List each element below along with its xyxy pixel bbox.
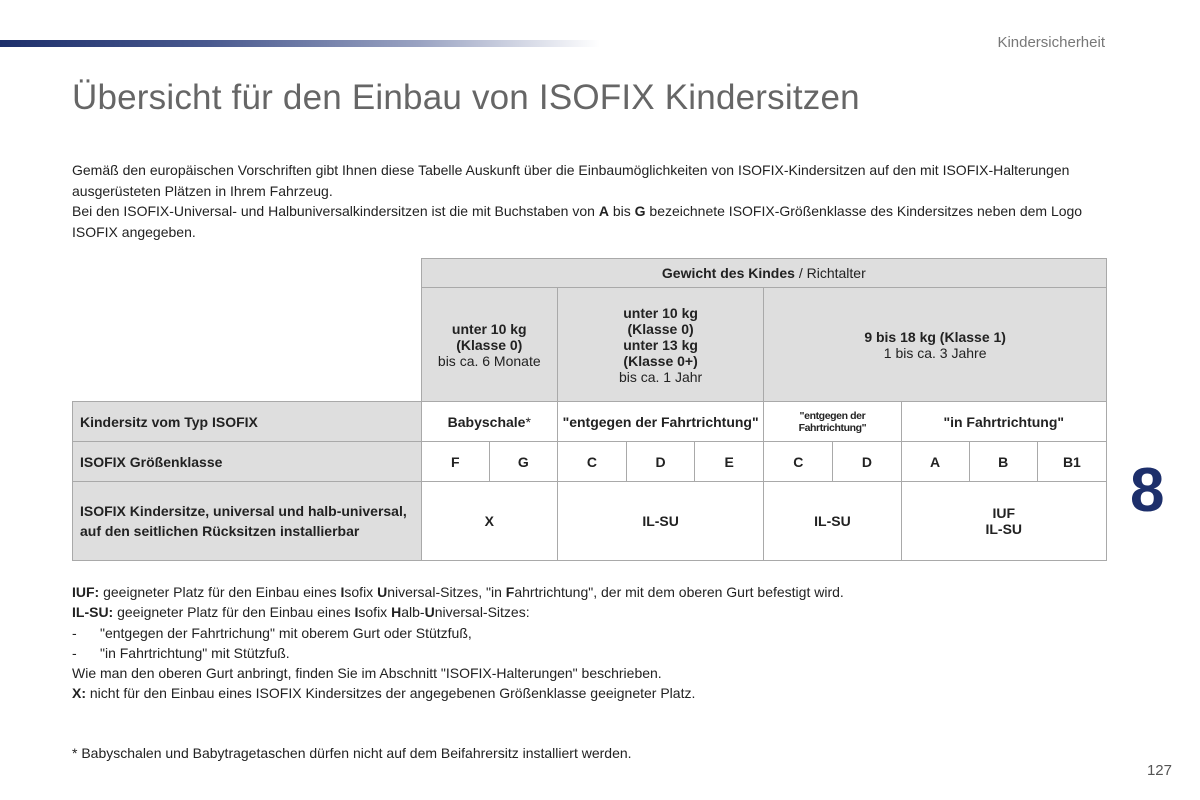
group-age: bis ca. 1 Jahr xyxy=(618,368,703,385)
size-cell: G xyxy=(488,441,558,482)
type-cell-babyschale: Babyschale* xyxy=(420,401,558,442)
size-cell: B xyxy=(968,441,1038,482)
empty-corner-cell xyxy=(72,258,422,402)
header-accent-bar xyxy=(0,40,600,47)
group-line: unter 10 kg xyxy=(623,304,698,321)
intro-paragraph-2: Bei den ISOFIX-Universal- und Halbuniver… xyxy=(72,201,1102,242)
size-cell: F xyxy=(420,441,490,482)
seat-cell: X xyxy=(420,481,558,561)
seat-cell: IL-SU xyxy=(763,481,902,561)
note-text: geeigneter Platz für den Einbau eines xyxy=(99,584,341,600)
type-babyschale: Babyschale xyxy=(447,413,526,430)
weight-header-bold: Gewicht des Kindes xyxy=(661,265,795,281)
note-x: X: nicht für den Einbau eines ISOFIX Kin… xyxy=(72,683,1112,703)
weight-header: Gewicht des Kindes / Richtalter xyxy=(420,258,1108,288)
note-text: geeigneter Platz für den Einbau eines xyxy=(113,604,355,621)
seat-cell: IUF IL-SU xyxy=(900,481,1108,561)
row-label-seats-b: , universal und halb-universal, auf den … xyxy=(80,503,407,539)
size-cell: B1 xyxy=(1036,441,1108,482)
section-label: Kindersicherheit xyxy=(997,34,1105,51)
group-line: unter 10 kg xyxy=(451,320,527,337)
note-text: niversal-Sitzes, "in xyxy=(387,584,506,600)
note-initial: F xyxy=(505,584,515,600)
note-ilsu: IL-SU: geeigneter Platz für den Einbau e… xyxy=(72,602,1112,622)
row-label-seats-a: ISOFIX Kindersitze xyxy=(80,503,206,519)
note-text: sofix xyxy=(358,604,392,621)
note-bullet-1: - "entgegen der Fahrtrichung" mit oberem … xyxy=(72,623,1112,643)
seat-cell: IL-SU xyxy=(556,481,765,561)
note-text: ahrtrichtung", der mit dem oberen Gurt b… xyxy=(514,584,844,600)
seat-value-ilsu: IL-SU xyxy=(985,521,1023,537)
note-initial: I xyxy=(340,584,345,600)
intro-paragraph-1: Gemäß den europäischen Vorschriften gibt… xyxy=(72,162,1070,199)
group-class-0: unter 10 kg (Klasse 0) bis ca. 6 Monate xyxy=(420,287,558,402)
page-title: Übersicht für den Einbau von ISOFIX Kind… xyxy=(72,78,860,117)
note-initial: I xyxy=(354,604,359,621)
group-line: (Klasse 0+) xyxy=(623,352,698,369)
size-cell: C xyxy=(763,441,834,482)
intro-text: Gemäß den europäischen Vorschriften gibt… xyxy=(72,160,1102,242)
type-cell-rear-facing-small: "entgegen der Fahrtrichtung" xyxy=(763,401,902,442)
group-class-1: 9 bis 18 kg (Klasse 1) 1 bis ca. 3 Jahre xyxy=(763,287,1107,402)
weight-header-rest: / Richtalter xyxy=(794,265,866,281)
note-text: sofix xyxy=(344,584,378,600)
type-cell-forward-facing: "in Fahrtrichtung" xyxy=(900,401,1108,442)
note-initial: U xyxy=(377,584,388,600)
size-cell: E xyxy=(694,441,765,482)
bullet-text: "entgegen der Fahrtrichung" mit oberem G… xyxy=(100,624,472,641)
intro-text-part: Bei den ISOFIX-Universal- und Halbuniver… xyxy=(72,203,599,219)
footnote: * Babyschalen und Babytragetaschen dürfe… xyxy=(72,745,632,761)
size-cell: D xyxy=(832,441,902,482)
group-line: unter 13 kg xyxy=(623,336,698,353)
note-text: nicht für den Einbau eines ISOFIX Kinder… xyxy=(86,685,696,702)
bullet-dash: - xyxy=(72,624,77,641)
note-text: niversal-Sitzes: xyxy=(434,604,530,621)
seat-value-iuf: IUF xyxy=(992,505,1016,521)
row-label-size: ISOFIX Größenklasse xyxy=(72,441,422,482)
type-cell-rear-facing: "entgegen der Fahrtrichtung" xyxy=(556,401,765,442)
note-iuf: IUF: geeigneter Platz für den Einbau ein… xyxy=(72,582,1112,602)
bullet-dash: - xyxy=(72,644,77,661)
group-age: 1 bis ca. 3 Jahre xyxy=(883,344,987,361)
type-asterisk: * xyxy=(525,413,531,430)
group-line: (Klasse 0) xyxy=(627,320,694,337)
note-initial: H xyxy=(391,604,402,621)
intro-text-part: bis xyxy=(608,203,635,219)
note-gurt: Wie man den oberen Gurt anbringt, finden… xyxy=(72,665,662,682)
row-label-seats: ISOFIX Kindersitze, universal und halb-u… xyxy=(72,481,422,561)
intro-letter-g: G xyxy=(634,203,646,219)
size-cell: A xyxy=(900,441,970,482)
group-age: bis ca. 6 Monate xyxy=(437,352,541,369)
size-cell: D xyxy=(626,441,696,482)
size-cell: C xyxy=(556,441,628,482)
group-line: (Klasse 0) xyxy=(456,336,523,353)
note-text: alb- xyxy=(401,604,425,621)
page-number: 127 xyxy=(1146,762,1172,779)
note-bullet-2: - "in Fahrtrichtung" mit Stützfuß. xyxy=(72,643,1112,663)
chapter-number: 8 xyxy=(1130,456,1165,525)
note-key: IUF: xyxy=(72,584,100,600)
note-key: X: xyxy=(72,685,86,702)
note-key: IL-SU: xyxy=(72,604,114,621)
isofix-table: Gewicht des Kindes / Richtalter unter 10… xyxy=(72,258,1108,561)
group-class-0-plus: unter 10 kg (Klasse 0) unter 13 kg (Klas… xyxy=(556,287,765,402)
row-label-type: Kindersitz vom Typ ISOFIX xyxy=(72,401,422,442)
intro-letter-a: A xyxy=(598,203,609,219)
group-line: 9 bis 18 kg (Klasse 1) xyxy=(864,328,1006,345)
bullet-text: "in Fahrtrichtung" mit Stützfuß. xyxy=(100,644,290,661)
note-initial: U xyxy=(424,604,435,621)
intro-text-part: bezeichnete ISOFIX-Größenklasse des Kind… xyxy=(72,203,1083,240)
legend-notes: IUF: geeigneter Platz für den Einbau ein… xyxy=(72,582,1112,704)
